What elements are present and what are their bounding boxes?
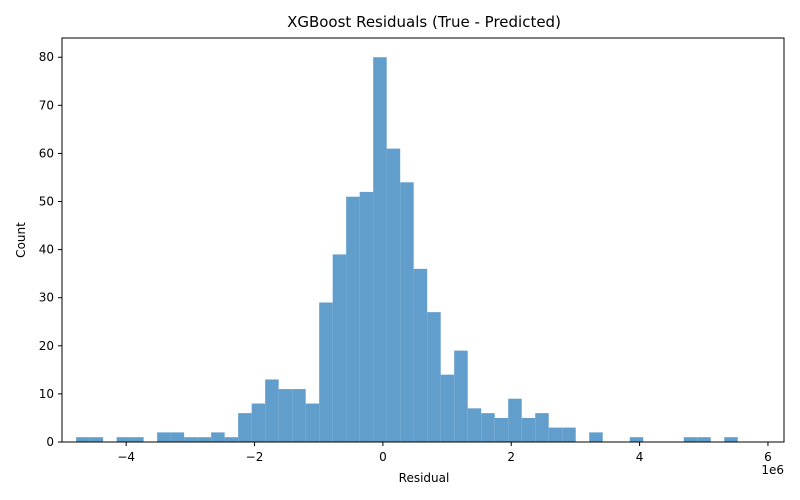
histogram-bar bbox=[346, 196, 360, 442]
x-tick-label: 4 bbox=[636, 450, 644, 464]
histogram-bar bbox=[130, 437, 144, 442]
histogram-bar bbox=[184, 437, 198, 442]
bars-group bbox=[76, 57, 738, 443]
histogram-bar bbox=[508, 398, 522, 442]
histogram-bar bbox=[427, 312, 441, 442]
histogram-bar bbox=[332, 254, 347, 442]
histogram-bar bbox=[454, 350, 468, 442]
x-tick-label: 6 bbox=[764, 450, 772, 464]
y-tick-label: 20 bbox=[39, 339, 54, 353]
histogram-bar bbox=[116, 437, 131, 442]
x-tick-label: 0 bbox=[379, 450, 387, 464]
x-tick-label: −2 bbox=[246, 450, 264, 464]
histogram-bar bbox=[211, 432, 225, 442]
histogram-bar bbox=[305, 403, 320, 442]
histogram-bar bbox=[197, 437, 212, 442]
histogram-bar bbox=[724, 437, 738, 442]
y-tick-label: 50 bbox=[39, 195, 54, 209]
histogram-bar bbox=[238, 413, 252, 442]
histogram-bar bbox=[292, 389, 306, 442]
histogram-bar bbox=[562, 427, 576, 442]
y-tick-label: 70 bbox=[39, 98, 54, 112]
histogram-bar bbox=[683, 437, 698, 442]
histogram-bar bbox=[319, 302, 333, 442]
histogram-bar bbox=[157, 432, 171, 442]
histogram-bar bbox=[589, 432, 603, 442]
histogram-bar bbox=[265, 379, 279, 442]
y-axis-label: Count bbox=[14, 222, 28, 258]
histogram-bar bbox=[697, 437, 711, 442]
histogram-bar bbox=[413, 268, 428, 442]
plot-frame bbox=[61, 37, 785, 443]
histogram-bar bbox=[386, 148, 401, 442]
histogram-bar bbox=[373, 57, 387, 442]
histogram-bar bbox=[278, 389, 293, 442]
x-tick-label: 2 bbox=[507, 450, 515, 464]
x-axis-label: Residual bbox=[399, 471, 450, 485]
y-tick-label: 0 bbox=[46, 435, 54, 449]
histogram-bar bbox=[548, 427, 563, 442]
y-tick-label: 10 bbox=[39, 387, 54, 401]
y-axis-ticks: 0 10 20 30 40 50 60 70 80 bbox=[39, 50, 62, 449]
histogram-bar bbox=[440, 374, 455, 442]
histogram-bar bbox=[481, 413, 495, 442]
chart-title: XGBoost Residuals (True - Predicted) bbox=[287, 13, 561, 31]
y-tick-label: 30 bbox=[39, 291, 54, 305]
histogram-bar bbox=[89, 437, 104, 442]
x-offset-label: 1e6 bbox=[761, 463, 784, 477]
histogram-bar bbox=[76, 437, 90, 442]
histogram-bar bbox=[170, 432, 185, 442]
histogram-bar bbox=[467, 408, 482, 442]
y-tick-label: 80 bbox=[39, 50, 54, 64]
histogram-bar bbox=[535, 413, 549, 442]
histogram-bar bbox=[494, 417, 509, 442]
histogram-bar bbox=[400, 182, 414, 443]
histogram-bar bbox=[629, 437, 644, 442]
histogram-bar bbox=[359, 191, 374, 442]
histogram-bar bbox=[521, 417, 536, 442]
histogram-bar bbox=[224, 437, 239, 442]
y-tick-label: 60 bbox=[39, 146, 54, 160]
x-tick-label: −4 bbox=[117, 450, 135, 464]
y-tick-label: 40 bbox=[39, 243, 54, 257]
x-axis-ticks: −4 −2 0 2 4 6 bbox=[117, 442, 772, 464]
histogram-bar bbox=[251, 403, 266, 442]
